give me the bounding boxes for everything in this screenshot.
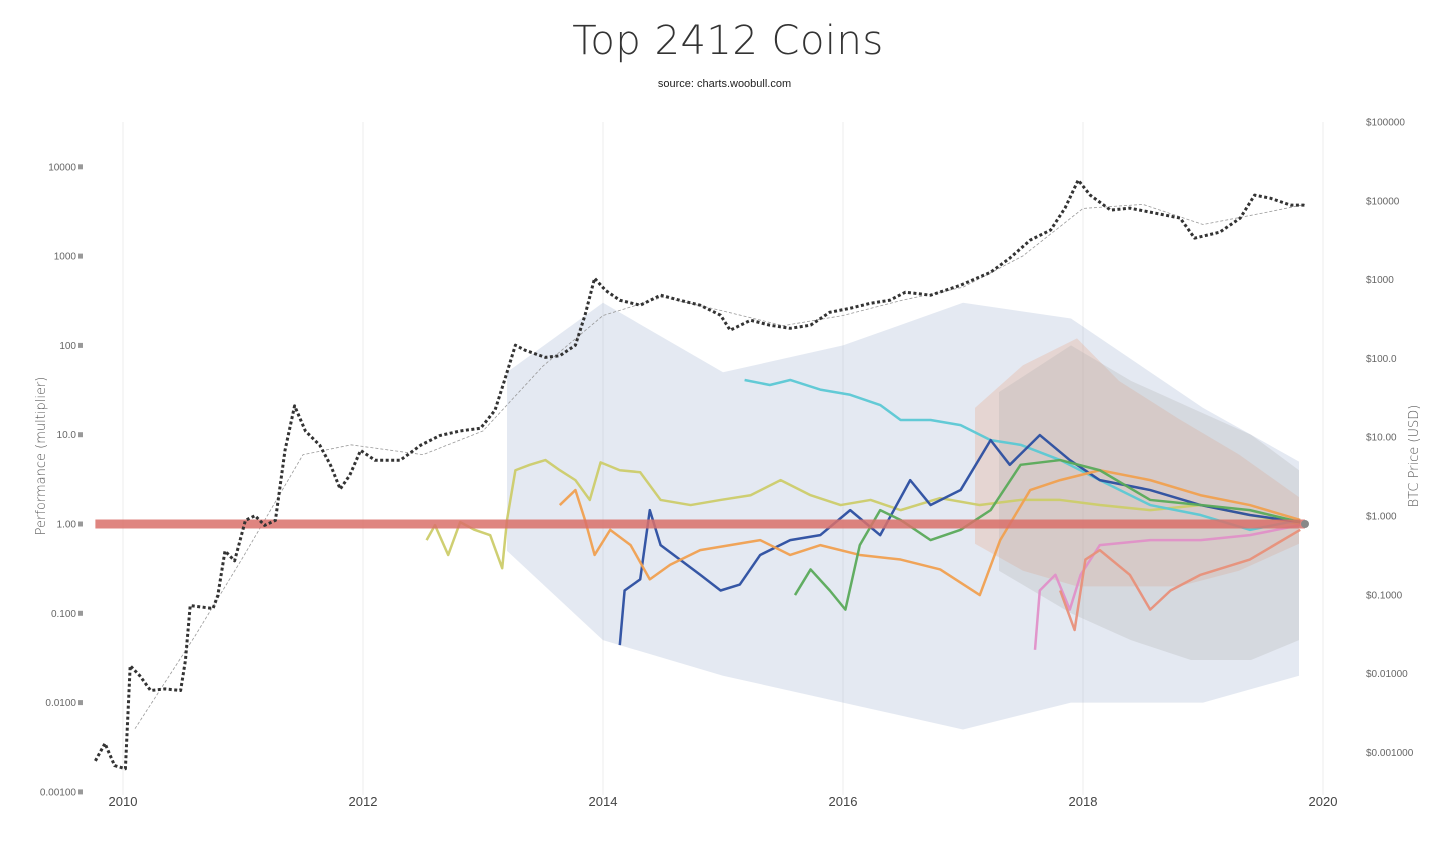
right-tick-label: $0.001000 xyxy=(1366,748,1414,759)
left-axis-label: Performance (multiplier) xyxy=(34,377,49,536)
x-tick-label: 2016 xyxy=(829,794,858,809)
left-tick-marker xyxy=(78,610,83,616)
x-tick-label: 2010 xyxy=(109,794,138,809)
baseline-end-marker xyxy=(1301,520,1309,528)
btc-price-line xyxy=(94,178,1305,771)
right-tick-label: $10.00 xyxy=(1366,433,1397,444)
right-tick-label: $0.01000 xyxy=(1366,669,1408,680)
right-tick-label: $10000 xyxy=(1366,196,1400,207)
right-tick-label: $100.0 xyxy=(1366,354,1397,365)
left-tick-label: 100 xyxy=(59,341,76,352)
btc-moving-average-line xyxy=(134,204,1306,729)
coin-series-line xyxy=(1059,528,1301,632)
left-tick-label: 0.00100 xyxy=(40,787,77,798)
left-tick-label: 10000 xyxy=(48,162,76,173)
x-tick-label: 2012 xyxy=(349,794,378,809)
left-tick-label: 0.0100 xyxy=(45,698,76,709)
coin-spread-band xyxy=(999,345,1299,660)
left-tick-marker xyxy=(78,521,83,527)
x-tick-label: 2018 xyxy=(1069,794,1098,809)
left-tick-label: 10.0 xyxy=(57,430,77,441)
x-tick-label: 2020 xyxy=(1309,794,1338,809)
right-tick-label: $100000 xyxy=(1366,118,1405,129)
right-axis-label: BTC Price (USD) xyxy=(1407,405,1422,508)
right-tick-label: $1000 xyxy=(1366,275,1394,286)
coin-series-line xyxy=(1033,523,1301,650)
left-tick-marker xyxy=(78,253,83,259)
left-tick-marker xyxy=(78,700,83,706)
x-tick-label: 2014 xyxy=(589,794,618,809)
left-tick-marker xyxy=(78,342,83,348)
right-tick-label: $0.1000 xyxy=(1366,590,1403,601)
right-tick-label: $1.000 xyxy=(1366,512,1397,523)
coin-series-line xyxy=(793,458,1301,611)
left-tick-marker xyxy=(78,432,83,438)
left-tick-marker xyxy=(78,164,83,170)
chart-subtitle: source: charts.woobull.com xyxy=(657,78,792,90)
coin-series-line xyxy=(425,458,1301,570)
coin-series-line xyxy=(744,378,1301,532)
chart-title: Top 2412 Coins xyxy=(572,18,884,64)
left-tick-label: 1000 xyxy=(54,252,77,263)
left-tick-label: 1.00 xyxy=(57,520,77,531)
coin-spread-band xyxy=(507,302,1299,730)
left-tick-marker xyxy=(78,789,83,795)
left-tick-label: 0.100 xyxy=(51,609,76,620)
